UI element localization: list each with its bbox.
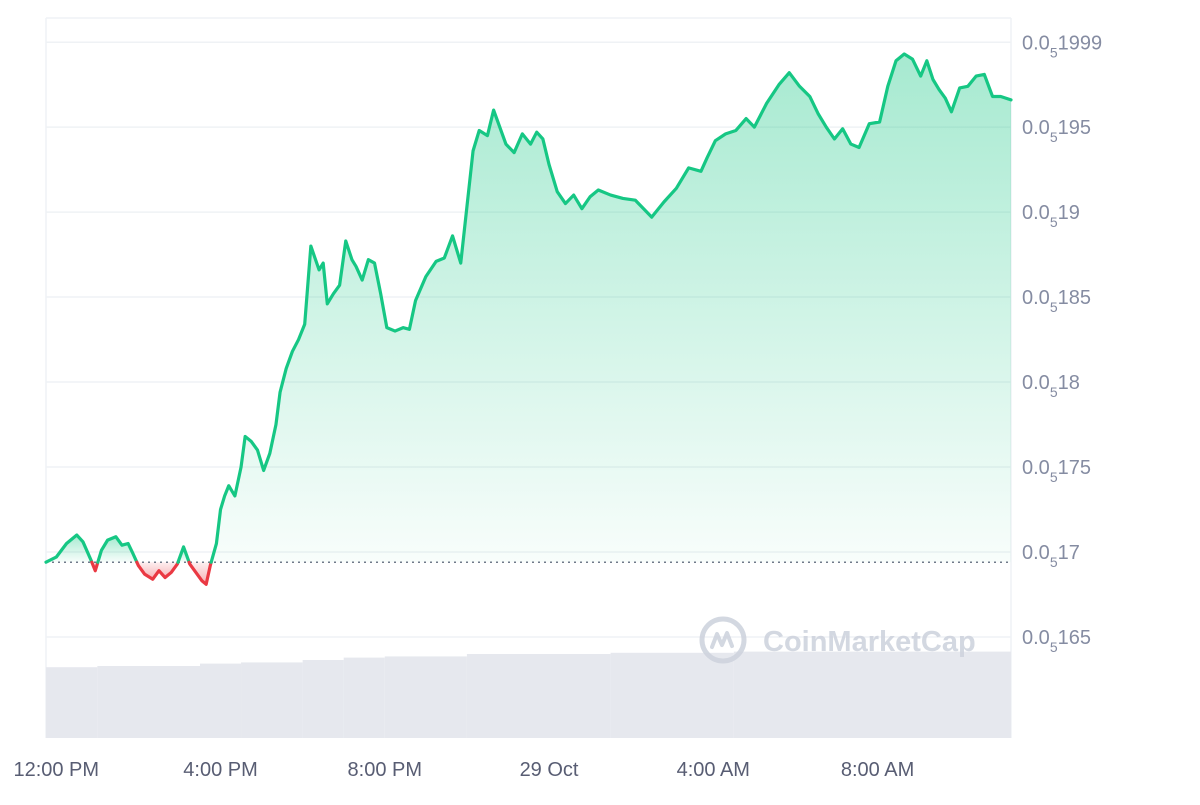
y-tick-label: 0.05185 [1022,287,1091,315]
coinmarketcap-logo-icon [699,616,747,664]
y-tick-label: 0.05165 [1022,627,1091,655]
volume-bar [46,667,98,738]
volume-bars [46,651,1011,738]
area-above-baseline [46,535,92,563]
volume-bar [733,651,1011,738]
price-line-up [176,545,191,564]
y-tick-label: 0.05175 [1022,457,1091,485]
price-line-up [209,52,1013,564]
volume-bar [343,657,385,738]
volume-bar [384,656,467,738]
price-line-down [187,560,213,586]
price-line-down [135,560,180,581]
volume-bar [302,660,344,738]
price-line-up [96,535,139,564]
y-tick-label: 0.0519 [1022,202,1080,230]
x-tick-label: 8:00 PM [348,759,422,781]
x-tick-label: 29 Oct [520,759,579,781]
x-axis-labels: 12:00 PM 4:00 PM 8:00 PM 29 Oct 4:00 AM 8:00 … [13,759,914,781]
x-tick-label: 4:00 AM [677,759,750,781]
y-axis-labels: 0.051999 0.05195 0.0519 0.05185 0.0518 0.0517… [1022,32,1102,655]
price-line-up [44,533,94,564]
y-tick-label: 0.05195 [1022,117,1091,145]
volume-bar [97,666,200,738]
volume-bar [610,652,734,738]
price-line [44,52,1013,586]
y-tick-label: 0.0517 [1022,542,1080,570]
area-below-baseline [189,562,212,585]
area-above-baseline [211,54,1011,563]
volume-bar [241,662,303,738]
volume-bar [466,654,611,738]
y-tick-label: 0.0518 [1022,372,1080,400]
watermark: CoinMarketCap [699,616,976,664]
watermark-text: CoinMarketCap [763,626,976,658]
volume-bar [199,663,242,738]
x-tick-label: 4:00 PM [183,759,257,781]
x-tick-label: 8:00 AM [841,759,914,781]
x-tick-label: 12:00 PM [13,759,99,781]
y-tick-label: 0.051999 [1022,32,1102,60]
price-line-down [90,560,100,573]
